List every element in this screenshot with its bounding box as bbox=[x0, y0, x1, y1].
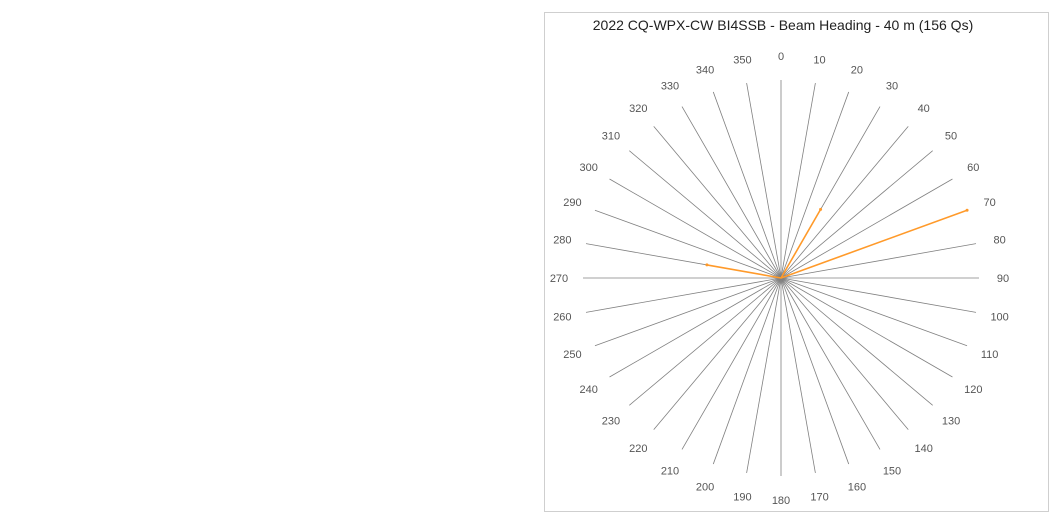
angle-label-250: 250 bbox=[563, 349, 581, 361]
spoke-260 bbox=[585, 277, 782, 313]
angle-label-350: 350 bbox=[733, 54, 751, 66]
angle-label-20: 20 bbox=[851, 64, 863, 76]
spoke-230 bbox=[629, 277, 782, 406]
angle-label-230: 230 bbox=[602, 416, 620, 428]
spoke-100 bbox=[780, 277, 977, 313]
angle-label-280: 280 bbox=[553, 234, 571, 246]
spoke-140 bbox=[780, 277, 909, 430]
data-point-280 bbox=[705, 263, 709, 267]
angle-labels: 0 10 20 30 40 50 60 70 80 90 100 110 120 130 140 150 160… bbox=[550, 51, 1009, 507]
angle-label-180: 180 bbox=[772, 495, 790, 507]
angle-label-100: 100 bbox=[990, 312, 1008, 324]
angle-label-50: 50 bbox=[945, 130, 957, 142]
chart-frame: 2022 CQ-WPX-CW BI4SSB - Beam Heading - 4… bbox=[544, 12, 1049, 512]
spoke-290 bbox=[594, 209, 782, 279]
spoke-80 bbox=[780, 243, 977, 279]
spoke-300 bbox=[609, 178, 782, 279]
angle-label-120: 120 bbox=[964, 384, 982, 396]
angle-label-300: 300 bbox=[580, 162, 598, 174]
spoke-210 bbox=[681, 277, 782, 450]
spoke-320 bbox=[653, 126, 782, 279]
spoke-150 bbox=[780, 277, 881, 450]
spoke-250 bbox=[594, 277, 782, 347]
angle-label-200: 200 bbox=[696, 482, 714, 494]
spoke-350 bbox=[746, 82, 782, 279]
angle-label-130: 130 bbox=[942, 416, 960, 428]
spoke-170 bbox=[780, 277, 816, 474]
angle-label-70: 70 bbox=[983, 197, 995, 209]
angle-label-90: 90 bbox=[997, 273, 1009, 285]
angle-label-60: 60 bbox=[967, 162, 979, 174]
spoke-200 bbox=[712, 277, 782, 465]
spoke-190 bbox=[746, 277, 782, 474]
spoke-grid bbox=[583, 80, 979, 476]
series-layer bbox=[705, 207, 969, 279]
angle-label-210: 210 bbox=[661, 465, 679, 477]
angle-label-240: 240 bbox=[580, 384, 598, 396]
angle-label-80: 80 bbox=[994, 234, 1006, 246]
spoke-120 bbox=[780, 277, 953, 378]
beam-heading-chart: 2022 CQ-WPX-CW BI4SSB - Beam Heading - 4… bbox=[550, 17, 1009, 507]
spoke-10 bbox=[780, 82, 816, 279]
spoke-220 bbox=[653, 277, 782, 430]
angle-label-170: 170 bbox=[810, 492, 828, 504]
angle-label-270: 270 bbox=[550, 273, 568, 285]
angle-label-110: 110 bbox=[981, 349, 999, 361]
spoke-240 bbox=[609, 277, 782, 378]
spoke-50 bbox=[780, 150, 933, 279]
angle-label-190: 190 bbox=[733, 492, 751, 504]
angle-label-140: 140 bbox=[915, 443, 933, 455]
angle-label-320: 320 bbox=[629, 103, 647, 115]
angle-label-0: 0 bbox=[778, 51, 784, 63]
angle-label-160: 160 bbox=[848, 482, 866, 494]
spoke-60 bbox=[780, 178, 953, 279]
spoke-310 bbox=[629, 150, 782, 279]
spoke-160 bbox=[780, 277, 850, 465]
spoke-330 bbox=[681, 106, 782, 279]
angle-label-310: 310 bbox=[602, 130, 620, 142]
angle-label-150: 150 bbox=[883, 465, 901, 477]
spoke-40 bbox=[780, 126, 909, 279]
angle-label-30: 30 bbox=[886, 81, 898, 93]
angle-label-330: 330 bbox=[661, 81, 679, 93]
angle-label-220: 220 bbox=[629, 443, 647, 455]
angle-label-40: 40 bbox=[918, 103, 930, 115]
spoke-110 bbox=[780, 277, 968, 347]
series-area-0 bbox=[706, 208, 968, 279]
angle-label-10: 10 bbox=[813, 54, 825, 66]
chart-title: 2022 CQ-WPX-CW BI4SSB - Beam Heading - 4… bbox=[593, 17, 973, 33]
angle-label-260: 260 bbox=[553, 312, 571, 324]
spoke-130 bbox=[780, 277, 933, 406]
angle-label-340: 340 bbox=[696, 64, 714, 76]
spoke-340 bbox=[712, 91, 782, 279]
data-point-30 bbox=[819, 207, 823, 211]
spoke-20 bbox=[780, 91, 850, 279]
angle-label-290: 290 bbox=[563, 197, 581, 209]
data-point-70 bbox=[965, 208, 969, 212]
